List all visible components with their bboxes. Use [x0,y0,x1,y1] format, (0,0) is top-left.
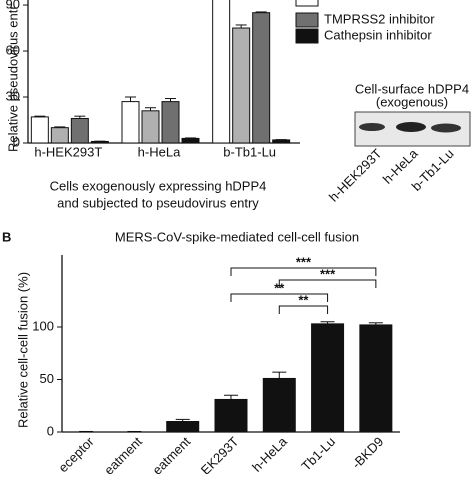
bar [232,27,251,144]
bar [166,421,200,433]
significance-label: *** [320,266,336,281]
bar [272,139,291,144]
bar [141,110,160,144]
inset-title: Cell-surface hDPP4 [355,81,469,96]
significance-label: ** [274,280,285,295]
bar [121,101,140,144]
x-tick-label: h-HEK293T [34,144,102,159]
bar [252,12,271,144]
significance-label: *** [296,254,312,269]
bar [50,127,69,144]
chart-title: MERS-CoV-spike-mediated cell-cell fusion [115,229,359,244]
inset-title: (exogenous) [376,94,448,109]
x-tick-label: h-HeLa [138,144,181,159]
bar [181,137,200,144]
significance-bracket [230,293,329,302]
blot-band [431,123,461,133]
blot-band [359,123,385,131]
bar [212,0,231,144]
y-tick-label: 0 [47,423,54,438]
bar [161,101,180,144]
legend-label: TMPRSS2 inhibitor [324,11,435,26]
legend-swatch [295,0,319,7]
y-axis-label: Relative pseudovirus entr [5,5,20,152]
y-axis-label: Relative cell-cell fusion (%) [15,272,30,428]
y-tick-label: 100 [32,318,54,333]
x-axis-label: and subjected to pseudovirus entry [57,195,259,210]
legend-label: Cathepsin inhibitor [324,27,432,42]
y-tick-label: 30 [6,88,20,103]
legend-swatch [295,12,319,28]
y-tick-label: 60 [6,42,20,57]
bar [90,140,109,144]
significance-bracket [230,267,377,276]
bar [311,323,345,433]
y-tick-label: 50 [40,371,54,386]
panel-label: B [2,229,11,244]
significance-bracket [278,305,329,314]
significance-bracket [278,279,377,288]
y-tick-label: 90 [6,0,20,11]
blot-band [396,122,426,132]
bar [30,116,49,144]
significance-label: ** [298,292,309,307]
legend-swatch [295,28,319,44]
x-axis-label: Cells exogenously expressing hDPP4 [50,178,267,193]
bar [262,377,296,433]
bar [214,398,248,433]
x-tick-label: b-Tb1-Lu [223,144,276,159]
y-tick-label: 0 [13,134,20,149]
bar [359,324,393,433]
bar [70,117,89,144]
